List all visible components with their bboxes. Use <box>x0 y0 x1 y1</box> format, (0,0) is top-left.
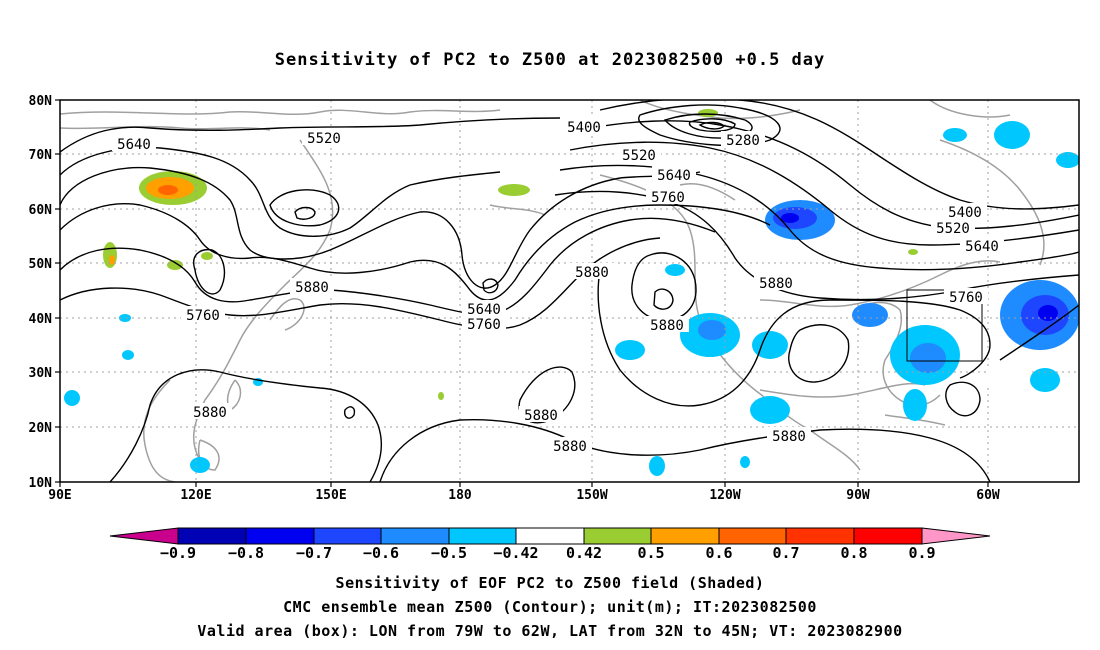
lat-label: 50N <box>29 257 53 272</box>
lon-label: 120W <box>709 488 740 503</box>
latitude-axis: 80N 70N 60N 50N 40N 30N 20N 10N <box>29 94 60 491</box>
contour-label: 5880 <box>553 439 587 455</box>
contour-label: 5760 <box>186 308 220 324</box>
contour-label: 5760 <box>651 190 685 206</box>
colorbar-segment <box>785 527 855 545</box>
lat-label: 70N <box>29 148 53 163</box>
lat-label: 80N <box>29 94 53 109</box>
lon-label: 120E <box>180 488 211 503</box>
lon-label: 180 <box>448 488 472 503</box>
contour-label: 5880 <box>772 429 806 445</box>
lon-label: 90W <box>846 488 870 503</box>
lat-label: 20N <box>29 421 53 436</box>
map-plot-area: 5640 5520 5400 5280 5520 5640 5760 5400 … <box>59 99 1080 483</box>
contour-labels: 5640 5520 5400 5280 5520 5640 5760 5400 … <box>112 118 1030 455</box>
colorbar-label: −0.8 <box>228 544 264 562</box>
contour-label: 5640 <box>965 239 999 255</box>
colorbar-segment <box>245 527 315 545</box>
contour-label: 5400 <box>567 120 601 136</box>
contour-label: 5520 <box>936 221 970 237</box>
contour-label: 5640 <box>117 137 151 153</box>
contour-label: 5880 <box>650 318 684 334</box>
colorbar-segment <box>515 527 585 545</box>
colorbar-label: −0.6 <box>363 544 399 562</box>
contour-label: 5760 <box>467 317 501 333</box>
contour-label: 5520 <box>622 148 656 164</box>
colorbar-label: 0.9 <box>908 544 935 562</box>
colorbar-segment <box>313 527 382 545</box>
colorbar-label: −0.7 <box>296 544 332 562</box>
colorbar-segment <box>718 527 787 545</box>
lat-label: 30N <box>29 366 53 381</box>
colorbar-left-arrow <box>109 527 179 545</box>
lat-label: 40N <box>29 312 53 327</box>
contour-label: 5880 <box>193 405 227 421</box>
colorbar-segment <box>853 527 923 545</box>
contour-label: 5880 <box>759 276 793 292</box>
graticule <box>60 100 1079 482</box>
contour-label: 5880 <box>524 408 558 424</box>
plot-frame <box>59 99 1080 483</box>
longitude-axis: 90E 120E 150E 180 150W 120W 90W 60W <box>48 482 1000 503</box>
colorbar-segment <box>448 527 517 545</box>
contour-label: 5280 <box>726 133 760 149</box>
contour-label: 5760 <box>949 290 983 306</box>
colorbar-label: 0.42 <box>566 544 602 562</box>
colorbar-label: 0.7 <box>772 544 799 562</box>
colorbar-right-arrow <box>921 527 991 545</box>
contour-label: 5520 <box>307 131 341 147</box>
caption-valid-area: Valid area (box): LON from 79W to 62W, L… <box>197 622 903 640</box>
colorbar-segment <box>177 527 247 545</box>
colorbar-segment <box>380 527 450 545</box>
lon-label: 150E <box>315 488 346 503</box>
contour-label: 5880 <box>575 265 609 281</box>
colorbar-label: 0.6 <box>705 544 732 562</box>
z500-contours <box>60 100 1079 482</box>
contour-label: 5400 <box>948 205 982 221</box>
caption-shading: Sensitivity of EOF PC2 to Z500 field (Sh… <box>335 574 765 592</box>
contour-label: 5880 <box>295 280 329 296</box>
colorbar-label: 0.8 <box>840 544 867 562</box>
lon-label: 60W <box>976 488 1000 503</box>
colorbar-label: 0.5 <box>637 544 664 562</box>
colorbar-segment <box>583 527 652 545</box>
colorbar-label: −0.9 <box>160 544 196 562</box>
colorbar-segment <box>650 527 720 545</box>
lon-label: 90E <box>48 488 71 503</box>
lon-label: 150W <box>576 488 607 503</box>
map-title: Sensitivity of PC2 to Z500 at 2023082500… <box>274 50 826 70</box>
contour-label: 5640 <box>467 302 501 318</box>
contour-label: 5640 <box>657 168 691 184</box>
caption-contour: CMC ensemble mean Z500 (Contour); unit(m… <box>283 598 817 616</box>
colorbar: −0.9 −0.8 −0.7 −0.6 −0.5 −0.42 0.42 0.5 … <box>109 527 991 562</box>
colorbar-label: −0.42 <box>493 544 538 562</box>
colorbar-label: −0.5 <box>431 544 467 562</box>
lat-label: 10N <box>29 476 53 491</box>
lat-label: 60N <box>29 203 53 218</box>
